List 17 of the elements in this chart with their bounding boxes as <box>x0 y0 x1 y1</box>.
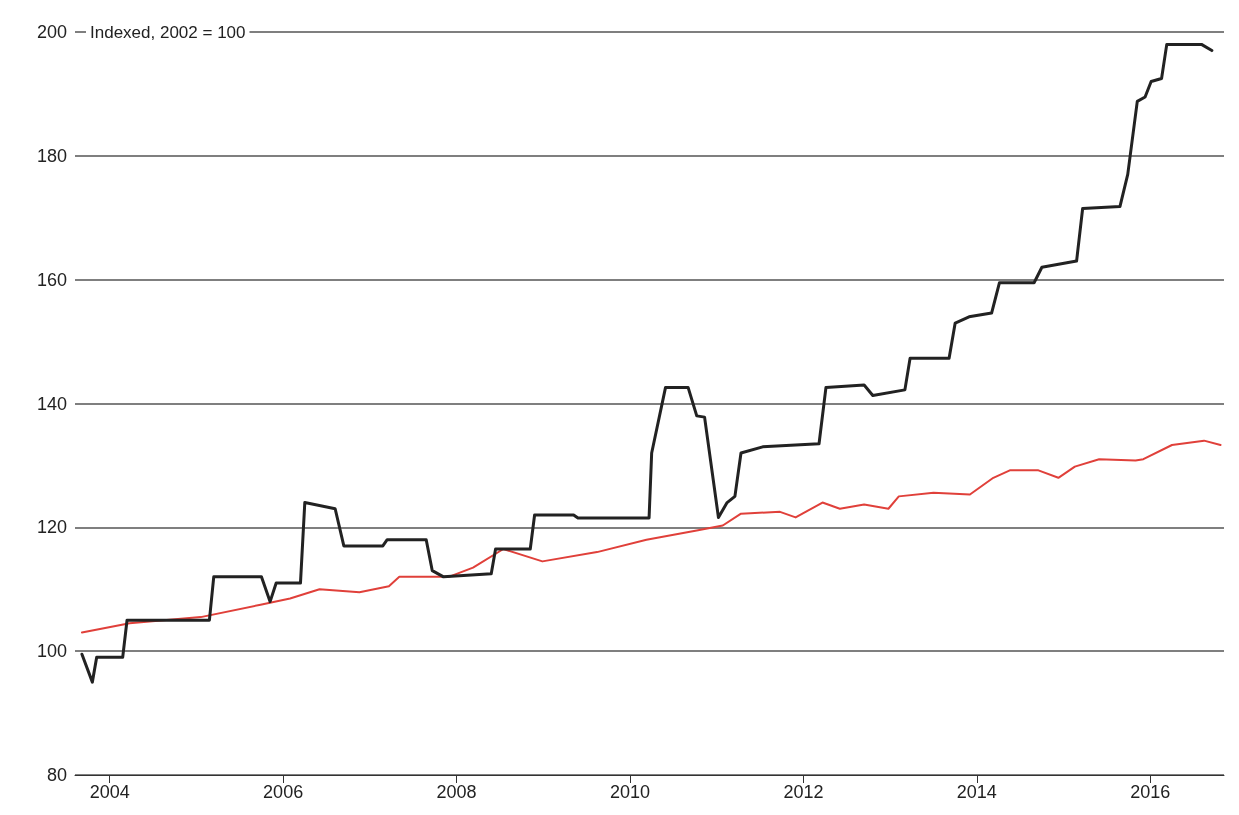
y-axis-title: Indexed, 2002 = 100 <box>90 23 246 42</box>
x-tick-label: 2016 <box>1130 782 1171 802</box>
y-tick-label: 80 <box>46 765 67 785</box>
y-tick-label: 200 <box>36 22 67 42</box>
x-tick-label: 2012 <box>783 782 824 802</box>
x-tick-label: 2010 <box>609 782 651 802</box>
y-tick-label: 140 <box>36 393 67 414</box>
line-series <box>80 42 1214 684</box>
y-tick-label: 180 <box>36 145 67 166</box>
y-tick-label: 100 <box>36 641 67 662</box>
x-tick-label: 2014 <box>956 782 997 802</box>
x-tick-label: 2004 <box>89 782 130 802</box>
x-tick-label: 2008 <box>436 782 477 802</box>
line-series <box>80 439 1222 634</box>
y-tick-label: 160 <box>36 269 67 290</box>
y-tick-label: 120 <box>36 517 67 538</box>
x-tick-label: 2006 <box>263 782 304 802</box>
